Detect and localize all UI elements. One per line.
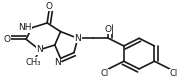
Text: N: N	[74, 34, 81, 43]
Text: O: O	[105, 25, 112, 34]
Text: NH: NH	[18, 23, 32, 32]
Text: Cl: Cl	[100, 69, 108, 78]
Text: N: N	[54, 58, 60, 67]
Text: N: N	[36, 45, 43, 54]
Text: O: O	[46, 2, 53, 10]
Text: CH₃: CH₃	[26, 58, 41, 67]
Text: Cl: Cl	[170, 69, 178, 78]
Text: O: O	[4, 35, 11, 44]
